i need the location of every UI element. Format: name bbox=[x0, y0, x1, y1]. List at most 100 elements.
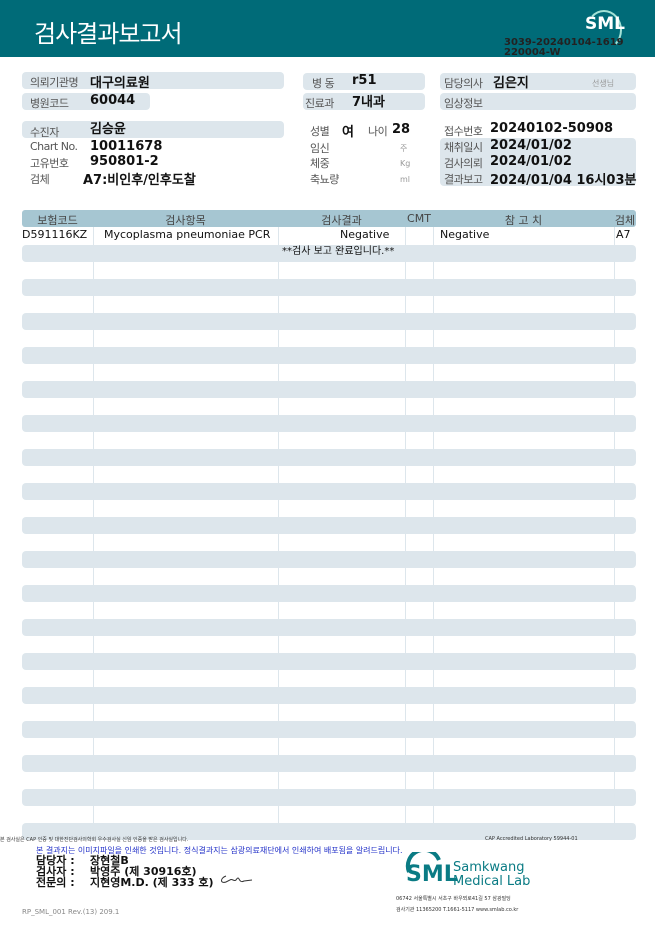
table-row-stripe bbox=[22, 449, 636, 466]
table-row-stripe bbox=[22, 415, 636, 432]
doctor-label: 담당의사 bbox=[444, 77, 483, 90]
doctor-value: 김은지 bbox=[493, 76, 529, 91]
staff-name: 장현철B bbox=[90, 854, 129, 867]
ward-value: r51 bbox=[352, 73, 377, 88]
ward-box bbox=[303, 73, 425, 90]
staff-role: 전문의 : bbox=[36, 876, 75, 889]
institution-value: 대구의료원 bbox=[90, 76, 150, 91]
specimen-label: 검체 bbox=[30, 173, 50, 186]
pregnancy-label: 임신 bbox=[310, 142, 330, 155]
report-label: 결과보고 bbox=[444, 173, 483, 186]
doc-number-line2: 220004-W bbox=[504, 47, 561, 58]
urine-label: 축뇨량 bbox=[310, 173, 339, 186]
patient-label: 수진자 bbox=[30, 126, 59, 139]
table-row-stripe bbox=[22, 755, 636, 772]
sml-logo: SML bbox=[585, 14, 625, 34]
table-row-stripe bbox=[22, 517, 636, 534]
chart-label: Chart No. bbox=[30, 140, 78, 153]
table-row-stripe bbox=[22, 789, 636, 806]
age-label: 나이 bbox=[368, 125, 388, 138]
collect-label: 채취일시 bbox=[444, 141, 483, 154]
lab-name-line2: Medical Lab bbox=[453, 874, 531, 889]
lab-address: 06742 서울특별시 서초구 바우뫼로41길 57 삼광빌딩 bbox=[396, 896, 511, 902]
institution-label: 의뢰기관명 bbox=[30, 76, 79, 89]
hospital-code-label: 병원코드 bbox=[30, 97, 69, 110]
specimen-value: A7:비인후/인후도찰 bbox=[83, 173, 196, 188]
weight-label: 체중 bbox=[310, 157, 330, 170]
weight-unit: Kg bbox=[400, 159, 411, 168]
department-box bbox=[303, 93, 425, 110]
table-row-stripe bbox=[22, 381, 636, 398]
unique-value: 950801-2 bbox=[90, 154, 159, 169]
table-row-stripe bbox=[22, 721, 636, 738]
column-divider bbox=[278, 210, 279, 840]
column-divider bbox=[405, 210, 406, 840]
staff-name: 지현영M.D. (제 333 호) bbox=[90, 876, 214, 889]
column-divider bbox=[93, 210, 94, 840]
table-row-stripe bbox=[22, 823, 636, 840]
hospital-code-value: 60044 bbox=[90, 93, 136, 108]
signature bbox=[221, 875, 253, 883]
department-value: 7내과 bbox=[352, 95, 385, 110]
report-complete-note: **검사 보고 완료입니다.** bbox=[282, 246, 395, 257]
header-specimen: 검체 bbox=[614, 214, 636, 227]
table-row-stripe bbox=[22, 245, 636, 262]
pregnancy-unit: 주 bbox=[400, 144, 408, 153]
logo-arc-icon bbox=[586, 10, 622, 50]
institution-box bbox=[22, 72, 284, 89]
doctor-box bbox=[440, 73, 636, 90]
table-row-stripe bbox=[22, 483, 636, 500]
lab-logo: SML bbox=[406, 862, 458, 887]
header-item: 검사항목 bbox=[165, 214, 206, 227]
column-divider bbox=[433, 210, 434, 840]
column-divider bbox=[614, 210, 615, 840]
header-reference: 참 고 치 bbox=[504, 214, 543, 227]
table-row-stripe bbox=[22, 279, 636, 296]
cell-code: D591116KZ bbox=[22, 228, 88, 241]
header-bar bbox=[0, 0, 655, 57]
request-label: 검사의뢰 bbox=[444, 157, 483, 170]
table-row-stripe bbox=[22, 687, 636, 704]
document-number: 3039-20240104-1619 220004-W bbox=[504, 38, 624, 58]
table-row-stripe bbox=[22, 585, 636, 602]
cell-specimen: A7 bbox=[616, 228, 631, 241]
form-code: RP_SML_001 Rev.(13) 209.1 bbox=[22, 908, 120, 916]
clinical-box bbox=[440, 93, 636, 110]
department-label: 진료과 bbox=[305, 97, 334, 110]
table-row-stripe bbox=[22, 551, 636, 568]
staff-role: 담당자 : bbox=[36, 854, 75, 867]
patient-value: 김승윤 bbox=[90, 122, 126, 137]
lab-name: Samkwang Medical Lab bbox=[453, 861, 530, 889]
request-value: 2024/01/02 bbox=[490, 154, 572, 169]
chart-value: 10011678 bbox=[90, 139, 163, 154]
table-row-stripe bbox=[22, 347, 636, 364]
table-header: 보험코드 검사항목 검사결과 CMT 참 고 치 검체 bbox=[22, 210, 636, 227]
cap-accreditation: CAP Accredited Laboratory 59944-01 bbox=[485, 836, 578, 842]
clinical-label: 임상정보 bbox=[444, 97, 483, 110]
doc-number-line1: 3039-20240104-1619 bbox=[504, 37, 624, 48]
lab-contact: 검사기관 11365200 T.1661-5117 www.smlab.co.k… bbox=[396, 907, 519, 913]
sex-value: 여 bbox=[342, 125, 354, 140]
sex-label: 성별 bbox=[310, 125, 330, 138]
report-title: 검사결과보고서 bbox=[34, 20, 183, 48]
table-row-stripe bbox=[22, 313, 636, 330]
urine-unit: ml bbox=[400, 175, 411, 184]
cell-reference: Negative bbox=[440, 228, 490, 241]
header-code: 보험코드 bbox=[37, 214, 78, 227]
table-row-stripe bbox=[22, 653, 636, 670]
print-notice: 본 결과지는 이미지파일을 인쇄한 것입니다. 정식결과지는 삼광의료재단에서 … bbox=[36, 846, 403, 855]
cell-item: Mycoplasma pneumoniae PCR bbox=[104, 228, 271, 241]
staff-role: 검사자 : bbox=[36, 865, 75, 878]
cell-result: Negative bbox=[340, 228, 390, 241]
lab-logo-arc-icon bbox=[405, 852, 441, 873]
receipt-label: 접수번호 bbox=[444, 125, 483, 138]
header-cmt: CMT bbox=[407, 212, 431, 225]
table-row-stripe bbox=[22, 619, 636, 636]
lab-name-line1: Samkwang bbox=[453, 860, 525, 875]
receipt-value: 20240102-50908 bbox=[490, 121, 613, 136]
certification-note: 본 검사실은 CAP 인증 및 대한진단검사의학회 우수검사실 신임 인증을 받… bbox=[0, 837, 189, 843]
unique-label: 고유번호 bbox=[30, 157, 69, 170]
patient-box bbox=[22, 121, 284, 138]
staff-name: 박영주 (제 30916호) bbox=[90, 865, 197, 878]
doctor-suffix: 선생님 bbox=[592, 79, 615, 88]
